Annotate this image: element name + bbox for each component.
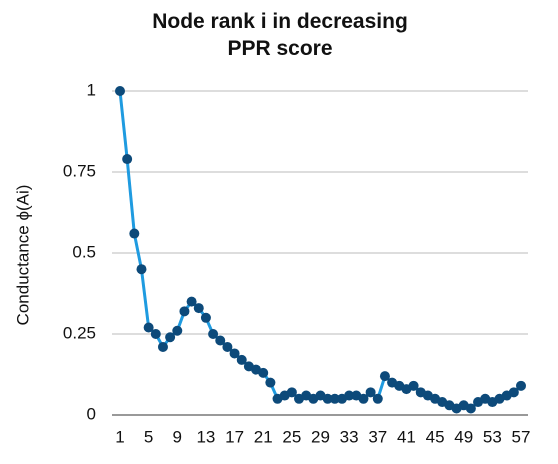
point: [372, 393, 383, 404]
point: [129, 228, 140, 239]
x-tick-label: 49: [454, 427, 473, 446]
point: [208, 329, 219, 339]
point: [258, 367, 269, 378]
x-tick-label: 21: [254, 427, 273, 446]
point: [150, 329, 161, 339]
point: [379, 371, 390, 382]
y-tick-label: 1: [87, 80, 96, 99]
line: [118, 90, 523, 411]
point: [122, 154, 133, 165]
y-tick-label: 0: [87, 404, 96, 423]
point: [200, 312, 211, 323]
x-tick-label: 9: [173, 427, 182, 446]
point: [157, 341, 168, 352]
x-tick-label: 45: [426, 427, 445, 446]
y-tick-label: 0.25: [63, 323, 96, 342]
y-tick-label: 0.75: [63, 161, 96, 180]
point: [516, 380, 526, 391]
point: [186, 296, 197, 307]
y-axis-label: Conductance ϕ(Ai): [13, 185, 32, 326]
point: [358, 393, 369, 404]
point: [329, 393, 340, 404]
y-tick-label: 0.5: [72, 242, 96, 261]
x-tick-label: 25: [282, 427, 301, 446]
point: [365, 387, 376, 398]
point: [222, 341, 233, 352]
point: [165, 332, 176, 343]
point: [172, 325, 183, 336]
chart-title: Node rank i in decreasing PPR score: [152, 10, 408, 60]
point: [193, 303, 204, 314]
x-tick-label: 17: [225, 427, 244, 446]
point: [115, 86, 125, 96]
point: [143, 322, 154, 333]
x-tick-label: 37: [368, 427, 387, 446]
x-tick-label: 53: [483, 427, 502, 446]
point: [136, 264, 147, 275]
x-tick-label: 33: [340, 427, 359, 446]
point: [286, 387, 297, 398]
x-tick-label: 29: [311, 427, 330, 446]
point: [236, 354, 247, 365]
x-tick-label: 41: [397, 427, 416, 446]
x-tick-label: 57: [512, 427, 531, 446]
point: [508, 387, 519, 398]
x-tick-label: 5: [144, 427, 153, 446]
point: [465, 403, 476, 414]
point: [344, 390, 355, 401]
x-tick-label: 1: [115, 427, 124, 446]
x-tick-label: 13: [196, 427, 215, 446]
point: [265, 377, 276, 388]
point: [322, 393, 333, 404]
point: [408, 380, 419, 391]
point: [215, 335, 226, 346]
point: [229, 348, 240, 359]
point: [179, 306, 190, 317]
